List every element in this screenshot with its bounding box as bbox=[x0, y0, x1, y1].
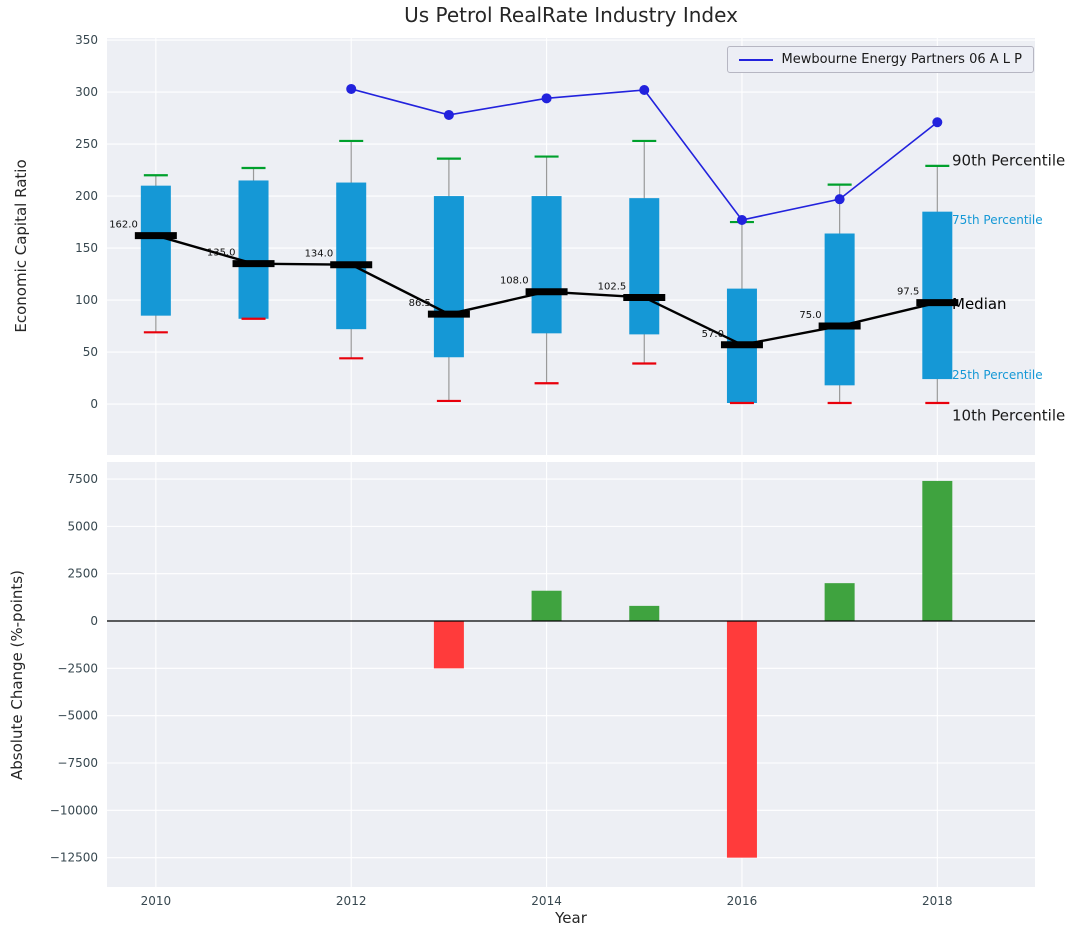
chart-title: Us Petrol RealRate Industry Index bbox=[404, 3, 738, 27]
company-point bbox=[932, 117, 943, 128]
legend: Mewbourne Energy Partners 06 A L P bbox=[726, 46, 1034, 73]
company-point bbox=[736, 214, 747, 225]
median-value-label: 162.0 bbox=[109, 220, 138, 231]
median-value-label: 134.0 bbox=[305, 249, 334, 260]
change-bar bbox=[629, 605, 660, 622]
percentile-annotation: Median bbox=[952, 295, 1007, 313]
y-tick-label: 350 bbox=[75, 33, 98, 47]
x-tick-label: 2014 bbox=[531, 894, 562, 908]
y-tick-label: −12500 bbox=[50, 851, 98, 865]
y-tick-label: 100 bbox=[75, 293, 98, 307]
median-value-label: 57.0 bbox=[702, 329, 724, 340]
x-tick-label: 2016 bbox=[727, 894, 758, 908]
y-tick-label: −7500 bbox=[57, 756, 98, 770]
y-tick-label: 150 bbox=[75, 241, 98, 255]
company-point bbox=[443, 109, 454, 120]
change-bar bbox=[824, 583, 855, 622]
iqr-box bbox=[238, 180, 269, 319]
company-point bbox=[346, 83, 357, 94]
median-value-label: 102.5 bbox=[598, 281, 627, 292]
iqr-box bbox=[629, 198, 660, 335]
change-bar bbox=[922, 480, 953, 622]
percentile-annotation: 75th Percentile bbox=[952, 213, 1043, 227]
y-tick-label: 0 bbox=[90, 614, 98, 628]
top-y-axis-label: Economic Capital Ratio bbox=[12, 159, 30, 333]
median-value-label: 86.5 bbox=[409, 298, 431, 309]
percentile-annotation: 90th Percentile bbox=[952, 152, 1065, 170]
y-tick-label: 300 bbox=[75, 85, 98, 99]
change-bar bbox=[531, 590, 562, 622]
y-tick-label: 200 bbox=[75, 189, 98, 203]
y-tick-label: −10000 bbox=[50, 803, 98, 817]
y-tick-label: −5000 bbox=[57, 709, 98, 723]
bottom-panel bbox=[107, 462, 1035, 887]
y-tick-label: 7500 bbox=[67, 472, 98, 486]
iqr-box bbox=[824, 233, 855, 386]
change-bar bbox=[433, 621, 464, 669]
change-bar bbox=[726, 621, 757, 858]
x-axis-label: Year bbox=[555, 909, 587, 927]
x-tick-label: 2012 bbox=[336, 894, 367, 908]
percentile-annotation: 10th Percentile bbox=[952, 406, 1065, 424]
y-tick-label: 5000 bbox=[67, 519, 98, 533]
y-tick-label: −2500 bbox=[57, 661, 98, 675]
median-value-label: 75.0 bbox=[799, 310, 821, 321]
legend-label: Mewbourne Energy Partners 06 A L P bbox=[781, 52, 1023, 67]
iqr-box bbox=[336, 182, 367, 330]
median-value-label: 97.5 bbox=[897, 287, 919, 298]
x-tick-label: 2010 bbox=[141, 894, 172, 908]
y-tick-label: 50 bbox=[83, 345, 98, 359]
iqr-box bbox=[433, 196, 464, 358]
iqr-box bbox=[922, 211, 953, 380]
y-tick-label: 250 bbox=[75, 137, 98, 151]
company-point bbox=[834, 194, 845, 205]
iqr-box bbox=[140, 185, 171, 316]
company-point bbox=[639, 84, 650, 95]
iqr-box bbox=[531, 196, 562, 334]
legend-line-sample bbox=[738, 58, 773, 61]
x-tick-label: 2018 bbox=[922, 894, 953, 908]
median-value-label: 135.0 bbox=[207, 248, 236, 259]
percentile-annotation: 25th Percentile bbox=[952, 368, 1043, 382]
y-tick-label: 2500 bbox=[67, 567, 98, 581]
company-point bbox=[541, 93, 552, 104]
median-value-label: 108.0 bbox=[500, 276, 529, 287]
y-tick-label: 0 bbox=[90, 397, 98, 411]
bottom-y-axis-label: Absolute Change (%-points) bbox=[8, 570, 26, 780]
